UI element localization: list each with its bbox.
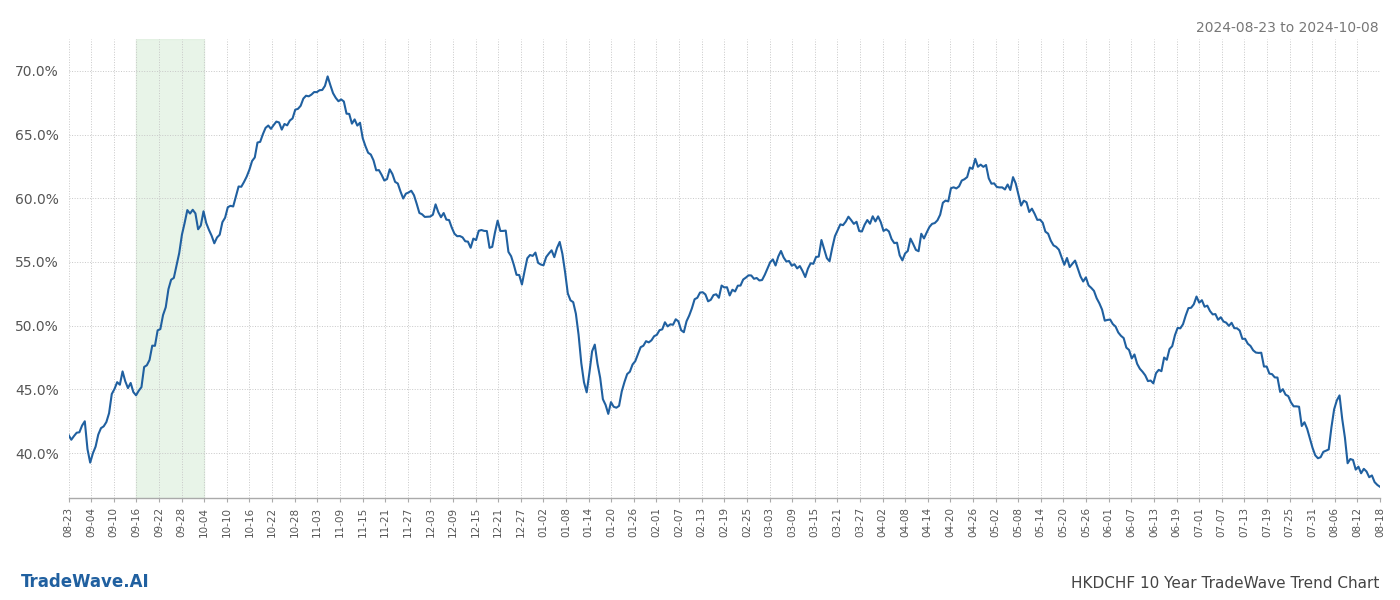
Text: HKDCHF 10 Year TradeWave Trend Chart: HKDCHF 10 Year TradeWave Trend Chart — [1071, 576, 1379, 591]
Text: 2024-08-23 to 2024-10-08: 2024-08-23 to 2024-10-08 — [1197, 21, 1379, 35]
Text: TradeWave.AI: TradeWave.AI — [21, 573, 150, 591]
Bar — [136, 39, 204, 498]
